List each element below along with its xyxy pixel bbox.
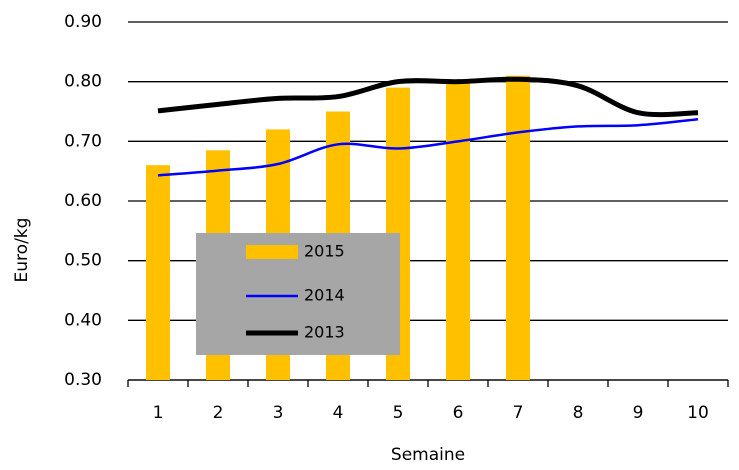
x-tick-label: 4 xyxy=(333,403,344,423)
bar xyxy=(446,81,470,381)
legend-label: 2014 xyxy=(304,286,345,305)
legend-label: 2015 xyxy=(304,242,345,261)
y-tick-label: 0.50 xyxy=(64,251,102,271)
x-tick-label: 5 xyxy=(393,403,404,423)
x-tick-label: 8 xyxy=(573,403,584,423)
y-axis-title: Euro/kg xyxy=(12,218,32,283)
y-tick-label: 0.90 xyxy=(64,12,102,32)
legend-label: 2013 xyxy=(304,323,345,342)
x-axis-title: Semaine xyxy=(391,445,465,465)
bar xyxy=(506,75,530,380)
line xyxy=(157,76,699,118)
x-tick-label: 2 xyxy=(213,403,224,423)
y-tick-label: 0.60 xyxy=(64,191,102,211)
legend-swatch xyxy=(246,245,298,259)
y-tick-label: 0.30 xyxy=(64,370,102,390)
y-tick-label: 0.80 xyxy=(64,72,102,92)
x-tick-label: 7 xyxy=(513,403,524,423)
x-tick-label: 10 xyxy=(687,403,709,423)
y-tick-label: 0.40 xyxy=(64,310,102,330)
x-tick-label: 3 xyxy=(273,403,284,423)
x-tick-label: 9 xyxy=(633,403,644,423)
x-tick-label: 6 xyxy=(453,403,464,423)
y-tick-label: 0.70 xyxy=(64,131,102,151)
bar xyxy=(146,165,170,380)
x-tick-label: 1 xyxy=(153,403,164,423)
line xyxy=(157,118,699,177)
